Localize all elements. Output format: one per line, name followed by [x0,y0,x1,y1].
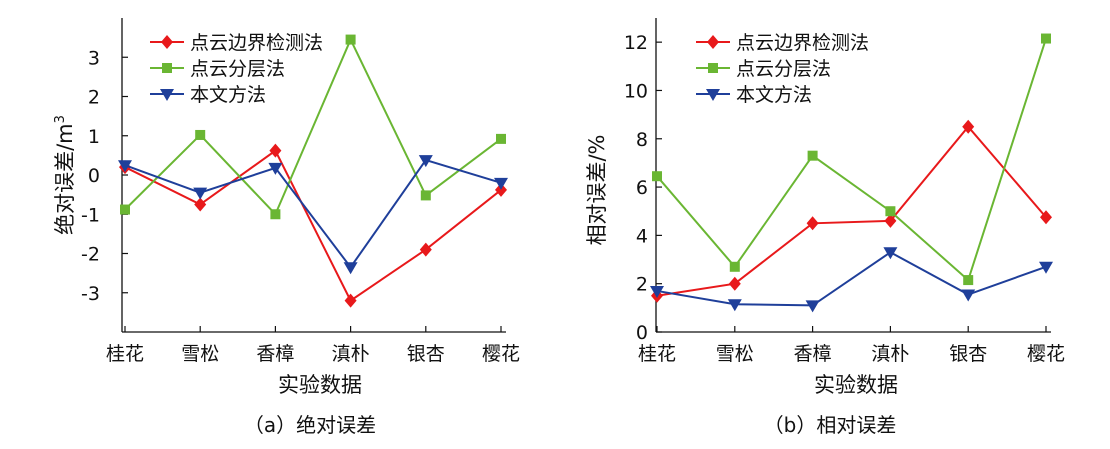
series-1 [120,34,506,220]
data-point [883,247,898,260]
data-point [420,190,431,201]
data-point [729,261,740,272]
data-point [270,209,281,220]
data-point [1040,210,1052,225]
data-point [343,262,358,275]
x-axis-title: 实验数据 [814,373,898,397]
y-axis-title-text: 绝对误差/m [53,123,77,235]
series-line [124,158,502,269]
y-axis-title-text: 相对误差/% [585,134,609,245]
data-point [118,160,132,173]
y-tick-label: 6 [636,177,648,199]
data-point [1041,33,1051,44]
data-point [1039,261,1053,274]
legend-marker [162,63,172,73]
data-point [806,216,819,231]
data-point [496,133,506,144]
data-point [962,119,975,134]
data-point [345,34,356,45]
series-1 [652,33,1051,286]
y-axis-title: 相对误差/% [585,134,609,245]
x-tick-label: 银杏 [407,343,445,365]
legend-label: 本文方法 [190,84,266,106]
data-point [268,162,283,175]
y-tick-label: 3 [88,47,100,69]
data-point [963,275,974,286]
y-tick-label: 0 [636,322,648,344]
chart-caption: （a）绝对误差 [244,413,376,437]
data-point [495,182,507,197]
x-tick-label: 香樟 [794,343,832,365]
y-tick-label: 12 [624,32,648,54]
series-line [656,125,1047,297]
data-point [344,293,357,308]
x-tick-label: 银杏 [949,343,987,365]
series-line [124,149,502,303]
x-axis-title: 实验数据 [278,373,362,397]
data-point [269,143,282,158]
data-point [193,187,208,200]
series-0 [119,143,507,308]
legend-marker [707,35,719,49]
series-line [656,38,1047,282]
data-point [728,276,741,291]
series-2 [650,247,1053,313]
data-point [807,150,818,161]
y-tick-label: 0 [88,165,100,187]
data-point [884,213,897,228]
y-tick-label: 1 [88,126,100,148]
series-line [124,37,502,217]
x-tick-label: 桂花 [106,343,144,365]
y-tick-label: -3 [81,283,100,305]
x-tick-label: 桂花 [638,343,676,365]
legend-marker [160,89,174,101]
series-2 [118,155,508,275]
data-point [195,129,206,140]
legend-label: 本文方法 [736,84,812,106]
y-tick-label: 2 [636,274,648,296]
legend-marker [708,63,718,73]
data-point [120,204,130,215]
legend-label: 点云边界检测法 [736,32,869,54]
x-tick-label: 樱花 [1027,343,1065,365]
x-tick-label: 香樟 [256,343,294,365]
data-point [805,300,820,313]
y-tick-label: -2 [81,244,100,266]
legend-label: 点云分层法 [190,58,285,80]
y-axis-title: 绝对误差/m3 [53,115,77,235]
data-point [494,177,508,190]
y-tick-label: 8 [636,129,648,151]
series-0 [651,119,1052,303]
y-tick-label: 2 [88,87,100,109]
x-tick-label: 雪松 [716,343,754,365]
data-point [652,171,662,182]
series-line [656,251,1047,307]
chart-caption: （b）相对误差 [764,413,897,437]
data-point [419,242,432,257]
y-tick-label: 10 [624,80,648,102]
y-tick-label: 4 [636,225,648,247]
legend-marker [161,35,173,49]
x-tick-label: 雪松 [181,343,219,365]
legend-label: 点云边界检测法 [190,32,323,54]
y-tick-label: -1 [81,204,100,226]
y-axis-title-superscript: 3 [53,115,68,123]
data-point [418,155,433,168]
x-tick-label: 樱花 [482,343,520,365]
legend-label: 点云分层法 [736,58,831,80]
data-point [194,197,207,212]
data-point [885,206,896,217]
x-tick-label: 滇朴 [332,343,370,365]
x-tick-label: 滇朴 [871,343,909,365]
data-point [727,299,742,312]
data-point [650,285,664,298]
legend-marker [706,89,720,101]
data-point [961,289,976,302]
